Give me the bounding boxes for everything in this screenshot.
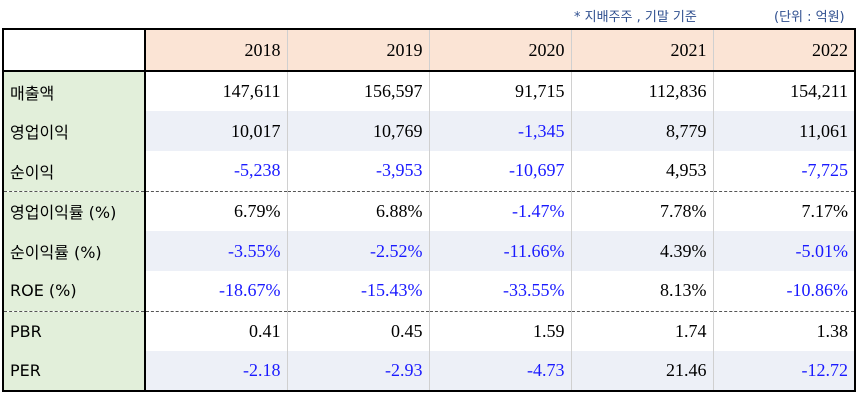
table-cell: -10,697 (428, 151, 571, 191)
table-row: 영업이익률 (%) 6.79% 6.88% -1.47% 7.78% 7.17% (3, 190, 855, 231)
table-cell: -5.01% (712, 231, 855, 271)
table-cell: -33.55% (428, 271, 571, 311)
year-header: 2020 (428, 29, 571, 72)
year-header: 2018 (144, 29, 287, 72)
table-cell: 1.74 (570, 310, 713, 351)
table-cell: -1.47% (428, 190, 571, 231)
table-notes: * 지배주주 , 기말 기준 (단위 : 억원) (0, 4, 856, 26)
row-label: 매출액 (3, 71, 146, 111)
table-cell: 0.45 (286, 310, 429, 351)
table-row: 영업이익 10,017 10,769 -1,345 8,779 11,061 (3, 111, 855, 151)
row-label: 순이익 (3, 151, 146, 191)
table-cell: -2.52% (286, 231, 429, 271)
table-cell: 11,061 (712, 111, 855, 151)
table-cell: -3,953 (286, 151, 429, 191)
row-label: ROE (%) (3, 271, 146, 311)
table-cell: -12.72 (712, 351, 855, 391)
row-label: PBR (3, 310, 146, 351)
table-cell: 4,953 (570, 151, 713, 191)
table-cell: -3.55% (144, 231, 287, 271)
row-label: 순이익률 (%) (3, 231, 146, 271)
row-label: PER (3, 351, 146, 391)
row-label: 영업이익 (3, 111, 146, 151)
year-header: 2021 (570, 29, 713, 72)
table-cell: -1,345 (428, 111, 571, 151)
unit-note: (단위 : 억원) (774, 10, 845, 25)
financial-table: 2018 2019 2020 2021 2022 매출액 147,611 156,5… (2, 28, 856, 392)
header-corner (3, 29, 146, 72)
table-row: 순이익률 (%) -3.55% -2.52% -11.66% 4.39% -5.01% (3, 231, 855, 271)
table-row: 순이익 -5,238 -3,953 -10,697 4,953 -7,725 (3, 151, 855, 191)
header-row: 2018 2019 2020 2021 2022 (3, 29, 855, 72)
table-cell: -5,238 (144, 151, 287, 191)
table-row: PER -2.18 -2.93 -4.73 21.46 -12.72 (3, 351, 855, 391)
table-cell: -7,725 (712, 151, 855, 191)
basis-note: * 지배주주 , 기말 기준 (574, 10, 697, 25)
table-row: ROE (%) -18.67% -15.43% -33.55% 8.13% -10.86% (3, 271, 855, 311)
table-cell: 147,611 (144, 71, 287, 111)
table-cell: 112,836 (570, 71, 713, 111)
table-cell: 8.13% (570, 271, 713, 311)
table-cell: 154,211 (712, 71, 855, 111)
table-row: PBR 0.41 0.45 1.59 1.74 1.38 (3, 310, 855, 351)
table-cell: 10,017 (144, 111, 287, 151)
table-cell: 21.46 (570, 351, 713, 391)
table-cell: 8,779 (570, 111, 713, 151)
table-cell: 7.17% (712, 190, 855, 231)
table-cell: -10.86% (712, 271, 855, 311)
table-cell: 1.38 (712, 310, 855, 351)
year-header: 2019 (286, 29, 429, 72)
table-cell: -4.73 (428, 351, 571, 391)
table-cell: 1.59 (428, 310, 571, 351)
table-cell: 91,715 (428, 71, 571, 111)
table-cell: -18.67% (144, 271, 287, 311)
year-header: 2022 (712, 29, 855, 72)
table-cell: 156,597 (286, 71, 429, 111)
table-cell: 10,769 (286, 111, 429, 151)
table-cell: 4.39% (570, 231, 713, 271)
table-cell: 7.78% (570, 190, 713, 231)
table-cell: -2.18 (144, 351, 287, 391)
table-cell: 0.41 (144, 310, 287, 351)
table-cell: 6.79% (144, 190, 287, 231)
table-cell: 6.88% (286, 190, 429, 231)
table-cell: -15.43% (286, 271, 429, 311)
table-row: 매출액 147,611 156,597 91,715 112,836 154,211 (3, 71, 855, 111)
table-cell: -11.66% (428, 231, 571, 271)
table-cell: -2.93 (286, 351, 429, 391)
row-label: 영업이익률 (%) (3, 190, 146, 231)
